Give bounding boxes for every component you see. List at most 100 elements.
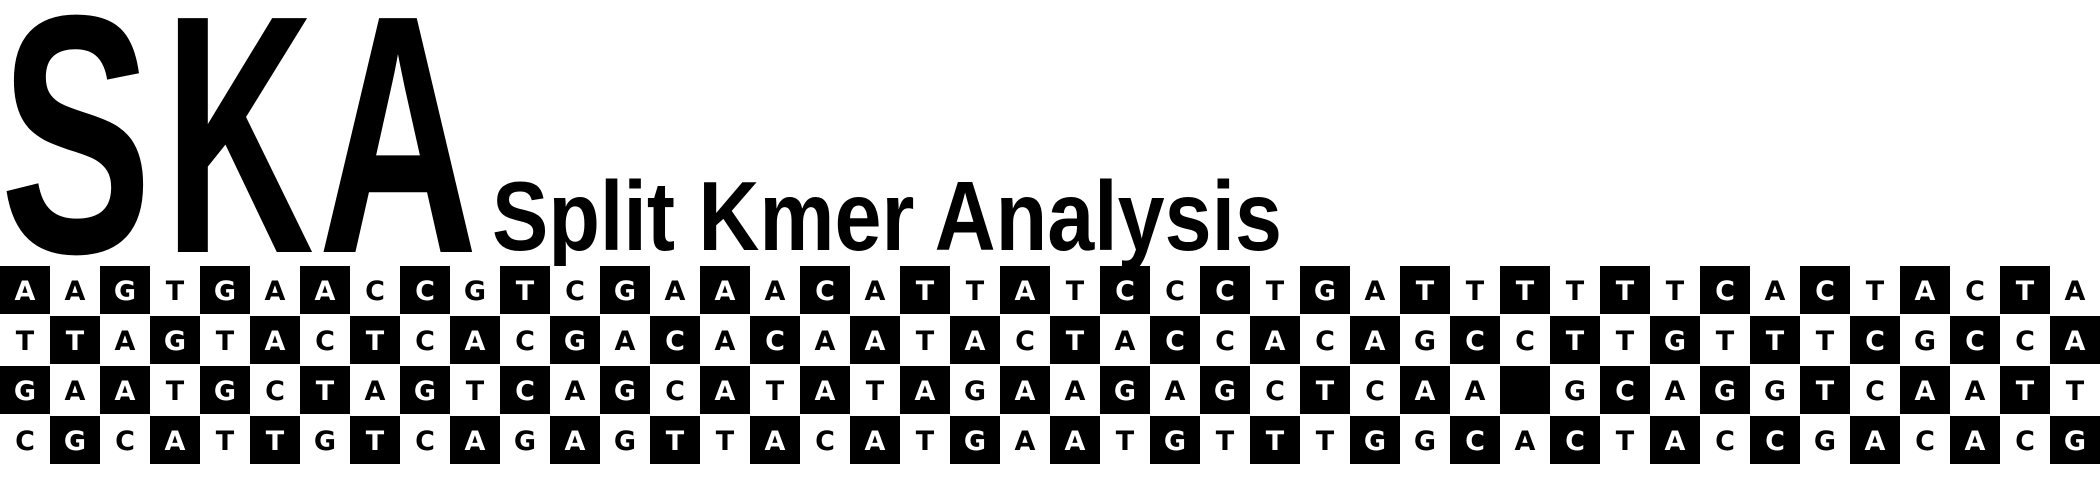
sequence-cell xyxy=(850,366,901,414)
sequence-cell xyxy=(650,266,701,314)
nucleotide-letter: G xyxy=(1414,426,1436,457)
sequence-cell xyxy=(600,266,651,314)
nucleotide-letter: C xyxy=(1765,426,1785,457)
nucleotide-letter: G xyxy=(1214,376,1236,407)
nucleotide-letter: A xyxy=(1665,376,1686,407)
nucleotide-letter: T xyxy=(216,326,235,357)
nucleotide-letter: A xyxy=(2065,326,2086,357)
nucleotide-letter: A xyxy=(465,326,486,357)
nucleotide-letter: C xyxy=(2015,426,2035,457)
sequence-cell xyxy=(100,366,151,414)
nucleotide-letter: A xyxy=(1865,426,1886,457)
sequence-cell xyxy=(2000,316,2051,364)
nucleotide-letter: A xyxy=(265,326,286,357)
sequence-cell xyxy=(1100,266,1151,314)
nucleotide-letter: A xyxy=(1665,426,1686,457)
sequence-cell xyxy=(1500,266,1551,314)
sequence-cell xyxy=(450,266,501,314)
nucleotide-letter: G xyxy=(1714,376,1736,407)
nucleotide-letter: A xyxy=(965,326,986,357)
nucleotide-letter: T xyxy=(2016,276,2035,307)
sequence-cell xyxy=(150,366,201,414)
sequence-cell xyxy=(1600,266,1651,314)
nucleotide-letter: T xyxy=(866,376,885,407)
sequence-cell xyxy=(150,416,201,464)
sequence-cell xyxy=(1100,366,1151,414)
sequence-cell xyxy=(1950,416,2001,464)
sequence-cell xyxy=(1050,366,1101,414)
nucleotide-letter: T xyxy=(766,376,785,407)
nucleotide-letter: T xyxy=(716,426,735,457)
sequence-cell xyxy=(1700,316,1751,364)
sequence-cell xyxy=(550,266,601,314)
nucleotide-letter: C xyxy=(1215,276,1235,307)
nucleotide-letter: A xyxy=(15,276,36,307)
nucleotide-letter: T xyxy=(1416,276,1435,307)
nucleotide-letter: A xyxy=(765,426,786,457)
nucleotide-letter: A xyxy=(665,276,686,307)
nucleotide-letter: G xyxy=(314,426,336,457)
sequence-cell xyxy=(700,316,751,364)
nucleotide-letter: C xyxy=(815,276,835,307)
sequence-cell xyxy=(1800,416,1851,464)
sequence-cell xyxy=(100,416,151,464)
sequence-cell xyxy=(1550,266,1601,314)
sequence-cell xyxy=(0,416,51,464)
sequence-cell xyxy=(250,266,301,314)
sequence-cell xyxy=(1850,366,1901,414)
sequence-cell xyxy=(50,416,101,464)
sequence-cell xyxy=(2000,266,2051,314)
nucleotide-letter: T xyxy=(466,376,485,407)
nucleotide-letter: T xyxy=(1566,276,1585,307)
sequence-cell xyxy=(450,316,501,364)
nucleotide-letter: T xyxy=(1066,326,1085,357)
nucleotide-letter: A xyxy=(1265,326,1286,357)
sequence-cell xyxy=(500,366,551,414)
nucleotide-letter: C xyxy=(765,326,785,357)
nucleotide-letter: A xyxy=(1015,376,1036,407)
nucleotide-letter: T xyxy=(1716,326,1735,357)
sequence-cell xyxy=(300,266,351,314)
nucleotide-letter: C xyxy=(815,426,835,457)
sequence-cell xyxy=(100,266,151,314)
nucleotide-letter: A xyxy=(615,326,636,357)
sequence-cell xyxy=(1000,266,1051,314)
sequence-cell xyxy=(800,266,851,314)
sequence-cell xyxy=(1200,266,1251,314)
sequence-cell xyxy=(1150,366,1201,414)
nucleotide-letter: A xyxy=(815,326,836,357)
nucleotide-letter: C xyxy=(15,426,35,457)
sequence-cell xyxy=(600,366,651,414)
nucleotide-letter: A xyxy=(65,276,86,307)
sequence-cell xyxy=(950,316,1001,364)
nucleotide-letter: G xyxy=(614,376,636,407)
sequence-cell xyxy=(1450,366,1501,414)
sequence-cell xyxy=(250,416,301,464)
sequence-cell xyxy=(150,316,201,364)
nucleotide-letter: T xyxy=(266,426,285,457)
nucleotide-letter: T xyxy=(2066,376,2085,407)
sequence-cell xyxy=(1400,266,1451,314)
sequence-cell xyxy=(1200,316,1251,364)
sequence-cell xyxy=(800,316,851,364)
nucleotide-letter: C xyxy=(1915,426,1935,457)
sequence-cell xyxy=(1800,316,1851,364)
nucleotide-letter: T xyxy=(366,426,385,457)
sequence-cell xyxy=(500,416,551,464)
sequence-cell xyxy=(750,416,801,464)
nucleotide-letter: T xyxy=(1066,276,1085,307)
nucleotide-letter: C xyxy=(1965,276,1985,307)
nucleotide-letter: G xyxy=(614,426,636,457)
nucleotide-letter: A xyxy=(1515,426,1536,457)
sequence-cell xyxy=(100,316,151,364)
nucleotide-letter: T xyxy=(66,326,85,357)
sequence-cell xyxy=(650,366,701,414)
nucleotide-letter: G xyxy=(64,426,86,457)
nucleotide-letter: T xyxy=(1816,376,1835,407)
sequence-cell xyxy=(650,416,701,464)
logo-subtitle: Split Kmer Analysis xyxy=(492,161,1282,271)
nucleotide-letter: C xyxy=(1215,326,1235,357)
sequence-cell xyxy=(350,416,401,464)
sequence-cell xyxy=(1300,266,1351,314)
